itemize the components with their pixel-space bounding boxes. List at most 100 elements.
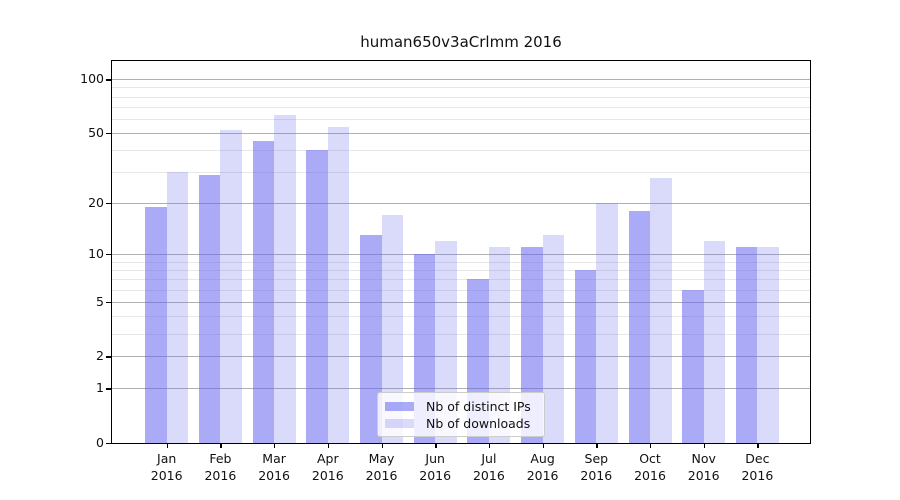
x-tick-year: 2016 <box>634 467 666 483</box>
legend-item-downloads: Nb of downloads <box>385 415 536 432</box>
x-tick-label: Aug 2016 <box>513 451 573 484</box>
y-tick-mark <box>106 79 111 81</box>
x-tick-year: 2016 <box>741 467 774 483</box>
bar-downloads <box>542 234 565 443</box>
bar-downloads <box>220 130 242 443</box>
major-gridline <box>112 253 810 255</box>
legend-label: Nb of downloads <box>426 416 531 431</box>
bar-distinct-ips <box>735 247 758 443</box>
bar-distinct-ips <box>360 234 382 443</box>
x-tick-mark <box>757 443 759 448</box>
bar-distinct-ips <box>252 141 275 443</box>
x-tick-mark <box>327 443 330 448</box>
minor-gridline <box>112 118 810 120</box>
y-tick-label: 0 <box>96 435 104 450</box>
x-tick-mark <box>381 443 383 448</box>
x-tick-label: Apr 2016 <box>298 451 358 484</box>
minor-gridline <box>112 279 810 281</box>
x-tick-label: Jul 2016 <box>459 451 519 484</box>
y-tick-label: 1 <box>96 380 104 396</box>
legend-label: Nb of distinct IPs <box>426 399 531 414</box>
x-tick-mark <box>435 443 437 448</box>
y-tick-mark <box>106 203 111 205</box>
bar-downloads <box>327 127 350 443</box>
bar-distinct-ips <box>628 210 650 443</box>
major-gridline <box>112 79 810 81</box>
bar-downloads <box>596 203 618 443</box>
minor-gridline <box>112 106 810 108</box>
y-tick-label: 50 <box>88 125 104 141</box>
bar-downloads <box>274 115 296 443</box>
minor-gridline <box>112 172 810 174</box>
plot-area <box>111 60 811 444</box>
legend-swatch <box>385 419 414 428</box>
major-gridline <box>112 356 810 358</box>
x-tick-year: 2016 <box>687 467 720 483</box>
bar-downloads <box>650 177 672 443</box>
x-tick-label: Jan 2016 <box>137 451 197 484</box>
legend-item-distinct-ips: Nb of distinct IPs <box>385 398 536 415</box>
minor-gridline <box>112 269 810 271</box>
x-tick-year: 2016 <box>204 467 237 483</box>
major-gridline <box>112 133 810 135</box>
y-tick-label: 2 <box>96 348 104 364</box>
x-tick-mark <box>703 443 706 448</box>
minor-gridline <box>112 316 810 318</box>
bar-distinct-ips <box>682 289 704 443</box>
x-tick-year: 2016 <box>365 467 398 483</box>
x-tick-mark <box>650 443 652 448</box>
major-gridline <box>112 388 810 390</box>
x-tick-mark <box>166 443 169 448</box>
x-tick-year: 2016 <box>150 467 183 483</box>
x-tick-mark <box>274 443 276 448</box>
y-tick-label: 10 <box>88 245 104 261</box>
y-tick-mark <box>106 356 111 358</box>
x-tick-label: Mar 2016 <box>244 451 304 484</box>
x-tick-year: 2016 <box>580 467 613 483</box>
x-tick-mark <box>596 443 598 448</box>
bar-downloads <box>381 215 403 443</box>
x-tick-label: May 2016 <box>352 451 412 484</box>
y-tick-mark <box>106 301 111 304</box>
minor-gridline <box>112 289 810 291</box>
legend: Nb of distinct IPs Nb of downloads <box>377 392 545 437</box>
minor-gridline <box>112 333 810 335</box>
x-tick-label: Feb 2016 <box>190 451 250 484</box>
x-tick-year: 2016 <box>311 467 344 483</box>
minor-gridline <box>112 96 810 98</box>
legend-swatch <box>385 402 414 411</box>
minor-gridline <box>112 261 810 263</box>
bar-distinct-ips <box>198 174 221 443</box>
x-tick-mark <box>488 443 491 448</box>
x-tick-year: 2016 <box>258 467 290 483</box>
x-tick-label: Nov 2016 <box>674 451 734 484</box>
x-tick-year: 2016 <box>419 467 452 483</box>
x-tick-label: Dec 2016 <box>727 451 787 484</box>
y-tick-mark <box>106 133 111 135</box>
x-tick-label: Jun 2016 <box>405 451 465 484</box>
bar-distinct-ips <box>574 269 597 443</box>
minor-gridline <box>112 150 810 152</box>
y-tick-mark <box>106 253 111 256</box>
x-tick-year: 2016 <box>526 467 559 483</box>
x-tick-label: Sep 2016 <box>566 451 626 484</box>
chart-title: human650v3aCrlmm 2016 <box>360 33 562 51</box>
y-tick-mark <box>106 443 111 445</box>
x-tick-mark <box>220 443 222 448</box>
x-tick-year: 2016 <box>472 467 505 483</box>
bar-downloads <box>703 240 726 443</box>
major-gridline <box>112 301 810 303</box>
bar-downloads <box>166 172 189 443</box>
y-tick-label: 20 <box>88 195 104 211</box>
minor-gridline <box>112 87 810 89</box>
y-tick-mark <box>106 388 111 390</box>
bar-distinct-ips <box>306 150 328 443</box>
y-tick-label: 100 <box>80 71 104 87</box>
y-tick-label: 5 <box>96 293 104 309</box>
bar-downloads <box>757 247 779 443</box>
x-tick-mark <box>542 443 544 448</box>
major-gridline <box>112 203 810 205</box>
x-tick-label: Oct 2016 <box>620 451 680 484</box>
bar-distinct-ips <box>145 206 167 443</box>
